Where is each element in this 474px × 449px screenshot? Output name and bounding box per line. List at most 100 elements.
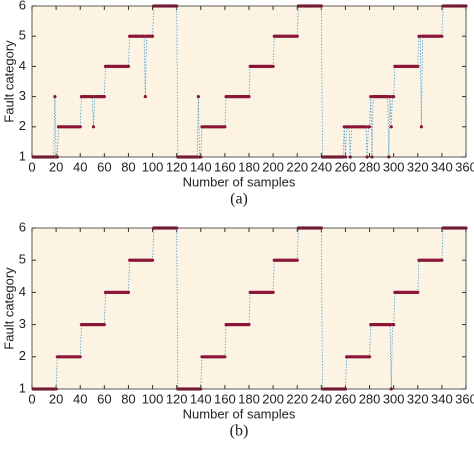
x-tick-label: 80 [121,159,135,174]
data-point [223,125,227,129]
x-tick-label: 260 [335,159,357,174]
data-point [90,95,94,99]
data-point [247,95,251,99]
plot-area [32,228,466,389]
y-tick-label: 1 [19,380,26,395]
y-tick-label: 6 [19,219,26,234]
x-tick-label: 80 [121,391,135,406]
data-point [53,95,57,99]
data-point [91,125,96,129]
data-point [347,125,351,129]
x-tick-label: 140 [190,159,212,174]
data-point [143,95,147,99]
y-tick-label: 6 [19,0,26,12]
data-point [271,64,275,68]
data-point [150,258,155,262]
y-tick-label: 2 [19,348,26,363]
data-point [342,125,346,129]
data-point [271,290,275,294]
x-tick-label: 340 [431,159,453,174]
x-tick-label: 240 [310,159,332,174]
data-point [440,34,444,38]
x-tick-label: 100 [142,391,164,406]
axes-frame [31,5,467,158]
data-point [102,95,106,99]
y-tick-label: 4 [19,284,26,299]
data-point [418,34,422,38]
data-point [295,258,299,262]
data-point [388,95,392,99]
x-axis-label: Number of samples [183,174,296,189]
data-point [367,355,372,359]
x-tick-label: 20 [49,391,63,406]
x-tick-label: 60 [97,159,111,174]
x-tick-label: 120 [166,391,188,406]
axes-frame [31,227,467,390]
y-axis-label: Fault category [1,267,16,350]
x-tick-label: 360 [455,391,474,406]
x-axis-label: Number of samples [183,406,296,421]
y-tick-label: 3 [19,88,26,103]
data-point [388,323,392,327]
data-point [196,95,200,99]
x-tick-label: 40 [73,159,87,174]
x-tick-label: 300 [383,159,405,174]
x-tick-label: 240 [310,391,332,406]
x-tick-label: 200 [262,159,284,174]
data-line [33,5,466,158]
y-tick-label: 4 [19,58,26,73]
x-tick-label: 40 [73,391,87,406]
data-point [369,95,373,99]
data-point [126,64,131,68]
data-point [295,34,299,38]
y-axis-label: Fault category [1,40,16,123]
x-tick-label: 140 [190,391,212,406]
x-tick-label: 0 [28,159,35,174]
x-tick-label: 280 [359,391,381,406]
x-tick-label: 100 [142,159,164,174]
data-point [142,34,146,38]
x-tick-label: 160 [214,159,236,174]
x-tick-label: 320 [407,391,429,406]
data-point [247,323,251,327]
caption: (b) [230,423,249,440]
subplot: 0 20 40 60 80 100 120 140 160 180 200 220 240 260 280 3… [1,219,474,439]
data-point [367,125,372,129]
data-point [78,125,82,129]
data-point [440,258,444,262]
data-point [389,125,393,129]
x-tick-label: 120 [166,159,188,174]
x-tick-label: 0 [28,391,35,406]
x-tick-label: 180 [238,391,260,406]
x-tick-label: 280 [359,159,381,174]
subplot: 0 20 40 60 80 100 120 140 160 180 200 220 240 260 280 3… [1,0,474,208]
data-point [392,323,396,327]
y-tick-label: 5 [19,252,26,267]
data-point [416,64,420,68]
x-tick-label: 180 [238,159,260,174]
data-point [386,95,390,99]
data-point [126,290,131,294]
caption: (a) [230,191,248,208]
data-point [78,355,82,359]
x-tick-label: 300 [383,391,405,406]
x-tick-label: 20 [49,159,63,174]
data-point [223,355,227,359]
plot-area [32,6,466,157]
data-line [33,227,466,390]
x-tick-label: 160 [214,391,236,406]
x-tick-label: 220 [286,159,308,174]
y-tick-label: 5 [19,28,26,43]
x-tick-label: 320 [407,159,429,174]
data-point [150,34,155,38]
x-tick-label: 60 [97,391,111,406]
y-tick-label: 1 [19,148,26,163]
data-point [364,125,368,129]
data-point [416,290,420,294]
x-tick-label: 220 [286,391,308,406]
x-tick-label: 200 [262,391,284,406]
x-tick-label: 360 [455,159,474,174]
data-point [102,323,106,327]
y-tick-label: 2 [19,118,26,133]
